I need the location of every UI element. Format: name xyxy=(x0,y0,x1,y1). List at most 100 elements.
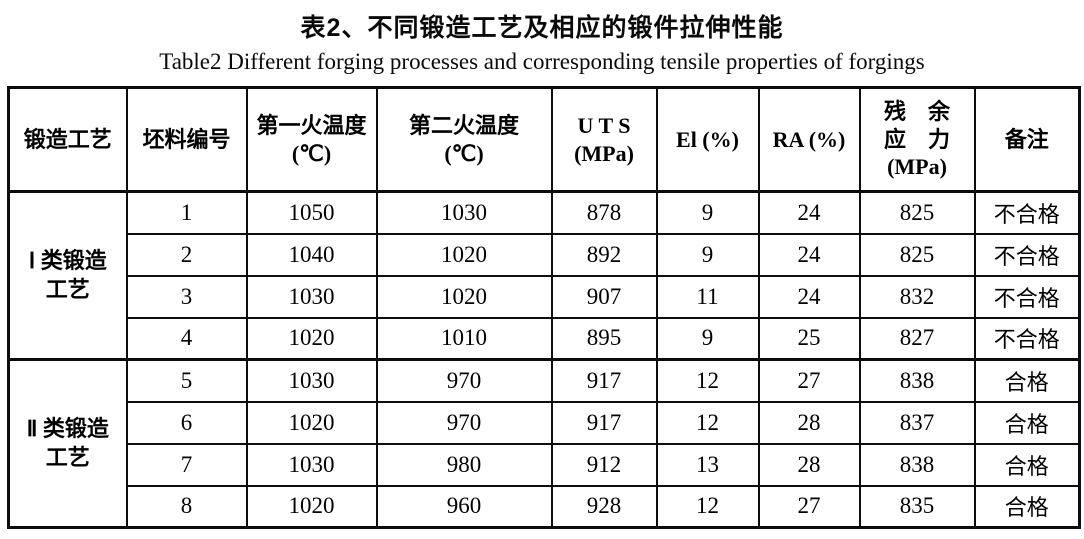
cell-second-heat-temp: 980 xyxy=(375,442,553,487)
cell-ra: 28 xyxy=(757,400,861,445)
cell-uts: 928 xyxy=(550,484,658,529)
header-text: RA (%) xyxy=(772,126,846,152)
cell-ra: 24 xyxy=(757,274,861,319)
cell-residual-stress: 837 xyxy=(858,400,976,445)
cell-uts: 892 xyxy=(550,232,658,277)
cell-second-heat-temp: 1010 xyxy=(375,316,553,361)
header-text: 备注 xyxy=(1004,126,1049,152)
cell-first-heat-temp: 1020 xyxy=(245,316,378,361)
cell-first-heat-temp: 1020 xyxy=(245,484,378,529)
cell-blank-no: 8 xyxy=(125,484,248,529)
cell-el: 9 xyxy=(655,232,760,277)
cell-residual-stress: 825 xyxy=(858,232,976,277)
col-header-second-heat-temp: 第二火温度 (℃) xyxy=(375,86,553,193)
cell-second-heat-temp: 970 xyxy=(375,400,553,445)
col-header-uts: U T S (MPa) xyxy=(550,86,658,193)
header-text: 第二火温度 xyxy=(408,113,519,138)
cell-uts: 917 xyxy=(550,400,658,445)
table-row: 3 1030 1020 907 11 24 832 不合格 xyxy=(9,274,1081,319)
header-text: El (%) xyxy=(676,126,739,152)
cell-first-heat-temp: 1030 xyxy=(245,358,378,403)
cell-residual-stress: 832 xyxy=(858,274,976,319)
header-row: 锻造工艺 坯料编号 第一火温度 (℃) 第二火温度 (℃) U T S (MPa… xyxy=(7,86,1081,193)
cell-uts: 907 xyxy=(550,274,658,319)
col-header-residual-stress: 残 余 应 力 (MPa) xyxy=(858,86,976,193)
table-caption-zh: 表2、不同锻造工艺及相应的锻件拉伸性能 xyxy=(300,14,784,42)
col-header-blank-no: 坯料编号 xyxy=(125,86,248,193)
header-unit: (℃) xyxy=(291,140,332,166)
cell-remark: 合格 xyxy=(973,400,1081,445)
col-header-el: El (%) xyxy=(655,86,760,193)
cell-first-heat-temp: 1030 xyxy=(245,274,378,319)
cell-first-heat-temp: 1020 xyxy=(245,400,378,445)
cell-remark: 不合格 xyxy=(973,274,1081,319)
table-row: Ⅱ 类锻造 工艺 5 1030 970 917 12 27 838 合格 xyxy=(7,358,1081,529)
cell-remark: 不合格 xyxy=(973,190,1081,235)
header-text: 应 力 xyxy=(883,126,950,152)
cell-ra: 24 xyxy=(757,232,861,277)
cell-blank-no: 2 xyxy=(125,232,248,277)
cell-remark: 合格 xyxy=(973,442,1081,487)
cell-remark: 合格 xyxy=(973,358,1081,403)
table-caption-en: Table2 Different forging processes and c… xyxy=(159,49,925,74)
header-text: 坯料编号 xyxy=(142,126,231,152)
cell-residual-stress: 827 xyxy=(858,316,976,361)
cell-el: 11 xyxy=(655,274,760,319)
cell-ra: 28 xyxy=(757,442,861,487)
cell-uts: 917 xyxy=(550,358,658,403)
cell-uts: 878 xyxy=(550,190,658,235)
cell-residual-stress: 838 xyxy=(858,358,976,403)
table-row: 4 1020 1010 895 9 25 827 不合格 xyxy=(9,316,1081,361)
cell-blank-no: 5 xyxy=(125,358,248,403)
col-header-ra: RA (%) xyxy=(757,86,861,193)
col-header-forging-process: 锻造工艺 xyxy=(7,86,128,193)
cell-first-heat-temp: 1050 xyxy=(245,190,378,235)
cell-ra: 27 xyxy=(757,484,861,529)
table-row: 6 1020 970 917 12 28 837 合格 xyxy=(9,400,1081,445)
cell-ra: 25 xyxy=(757,316,861,361)
group-label-type-1: Ⅰ 类锻造 工艺 xyxy=(7,190,128,361)
cell-second-heat-temp: 960 xyxy=(375,484,553,529)
cell-el: 12 xyxy=(655,484,760,529)
cell-blank-no: 7 xyxy=(125,442,248,487)
table-row: 2 1040 1020 892 9 24 825 不合格 xyxy=(9,232,1081,277)
header-unit: (MPa) xyxy=(574,140,634,166)
group-label-line: 工艺 xyxy=(45,444,90,470)
cell-el: 9 xyxy=(655,316,760,361)
cell-remark: 合格 xyxy=(973,484,1081,529)
cell-remark: 不合格 xyxy=(973,316,1081,361)
col-header-first-heat-temp: 第一火温度 (℃) xyxy=(245,86,378,193)
cell-blank-no: 1 xyxy=(125,190,248,235)
cell-el: 12 xyxy=(655,358,760,403)
group-label-type-2: Ⅱ 类锻造 工艺 xyxy=(7,358,128,529)
cell-el: 13 xyxy=(655,442,760,487)
cell-first-heat-temp: 1040 xyxy=(245,232,378,277)
header-unit: (MPa) xyxy=(887,154,947,180)
cell-blank-no: 4 xyxy=(125,316,248,361)
cell-first-heat-temp: 1030 xyxy=(245,442,378,487)
cell-residual-stress: 838 xyxy=(858,442,976,487)
cell-uts: 912 xyxy=(550,442,658,487)
table-row: 7 1030 980 912 13 28 838 合格 xyxy=(9,442,1081,487)
group-label-line: 工艺 xyxy=(45,276,90,302)
header-text: 第一火温度 xyxy=(256,113,367,138)
cell-second-heat-temp: 1020 xyxy=(375,274,553,319)
cell-ra: 24 xyxy=(757,190,861,235)
forging-properties-table: 锻造工艺 坯料编号 第一火温度 (℃) 第二火温度 (℃) U T S (MPa… xyxy=(7,86,1081,529)
cell-second-heat-temp: 970 xyxy=(375,358,553,403)
cell-blank-no: 6 xyxy=(125,400,248,445)
group-label-line: Ⅰ 类锻造 xyxy=(28,247,107,273)
cell-residual-stress: 825 xyxy=(858,190,976,235)
header-unit: (℃) xyxy=(444,140,484,166)
header-text: 残 余 xyxy=(883,99,950,125)
table-row: Ⅰ 类锻造 工艺 1 1050 1030 878 9 24 825 不合格 xyxy=(7,190,1081,361)
cell-uts: 895 xyxy=(550,316,658,361)
header-text: U T S xyxy=(577,113,631,138)
table-row: 8 1020 960 928 12 27 835 合格 xyxy=(9,484,1081,529)
col-header-remark: 备注 xyxy=(973,86,1081,193)
cell-remark: 不合格 xyxy=(973,232,1081,277)
cell-el: 9 xyxy=(655,190,760,235)
cell-ra: 27 xyxy=(757,358,861,403)
cell-el: 12 xyxy=(655,400,760,445)
